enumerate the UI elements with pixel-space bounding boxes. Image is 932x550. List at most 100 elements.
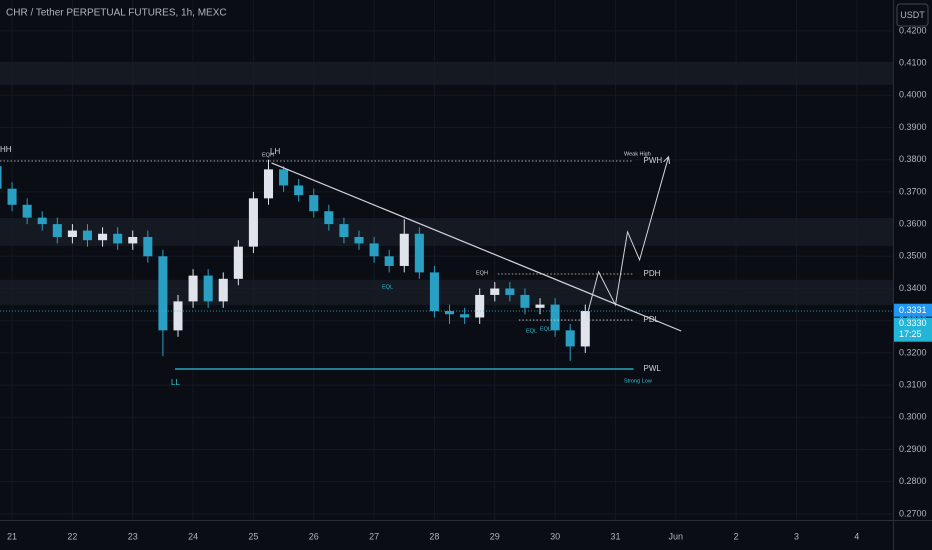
zone: [0, 61, 893, 86]
axes: 0.4200 0.4100 0.4000 0.3900 0.3800 0.3700 0.36…: [7, 25, 932, 541]
candle-body: [113, 233, 123, 244]
candle-body: [414, 233, 424, 273]
annotation: Strong Low: [624, 378, 652, 384]
candle-body: [0, 166, 2, 189]
y-tick-label: 0.3200: [899, 347, 927, 357]
zone: [0, 279, 893, 305]
y-tick-label: 0.3800: [899, 154, 927, 164]
candle-body: [248, 198, 258, 247]
level-label: PDL: [644, 315, 660, 324]
candle-body: [263, 169, 274, 199]
x-tick-label: 25: [248, 531, 258, 541]
x-tick-label: Jun: [669, 531, 684, 541]
last-price-tag: [894, 303, 932, 317]
candle-body: [460, 314, 470, 318]
x-tick-label: 4: [854, 531, 859, 541]
x-tick-label: 3: [794, 531, 799, 541]
candle-body: [580, 311, 590, 347]
candle-body: [294, 185, 304, 196]
x-tick-label: 2: [734, 531, 739, 541]
x-tick-label: 30: [550, 531, 560, 541]
candle-body: [128, 236, 138, 244]
candle-body: [444, 311, 455, 315]
marks: [0, 159, 590, 361]
level-label: PWH: [644, 156, 663, 165]
candle-body: [7, 188, 17, 205]
x-tick-label: 26: [309, 531, 319, 541]
mark-price-tag: [894, 317, 932, 342]
candle-body: [475, 294, 485, 318]
annotation: LL: [171, 378, 180, 387]
x-tick-label: 21: [7, 531, 17, 541]
x-tick-label: 23: [128, 531, 138, 541]
annotation: LH: [270, 147, 280, 156]
candle-body: [324, 211, 334, 225]
projection-arrowhead: [663, 155, 671, 164]
y-tick-label: 0.3400: [899, 283, 927, 293]
candle-body: [399, 233, 409, 266]
candle-body: [203, 275, 213, 302]
candle-body: [143, 236, 153, 257]
candle-body: [158, 256, 168, 331]
candle-body: [218, 278, 228, 302]
chart-title: CHR / Tether PERPETUAL FUTURES, 1h, MEXC: [6, 8, 227, 19]
x-tick-label: 27: [369, 531, 379, 541]
candle-body: [384, 256, 394, 266]
x-tick-label: 22: [67, 531, 77, 541]
candle-body: [233, 246, 243, 279]
candle-body: [279, 169, 289, 186]
candle-body: [520, 294, 530, 308]
candle-body: [67, 230, 77, 237]
candle-body: [490, 288, 500, 295]
mark-price-label: 0.3330: [899, 318, 927, 328]
y-tick-label: 0.3500: [899, 251, 927, 261]
candle-body: [535, 304, 545, 308]
y-tick-label: 0.3000: [899, 412, 927, 422]
y-tick-label: 0.4200: [899, 25, 927, 35]
countdown-label: 17:25: [899, 329, 922, 339]
candle-body: [188, 275, 198, 302]
trendline: [271, 162, 682, 332]
candle-body: [550, 304, 560, 331]
y-tick-label: 0.2800: [899, 476, 927, 486]
candle-body: [369, 243, 379, 257]
candle-body: [309, 195, 319, 212]
x-tick-label: 29: [490, 531, 500, 541]
candle-body: [505, 288, 515, 295]
annotation: EQL: [382, 284, 393, 290]
candle-body: [52, 224, 62, 237]
currency-button-label[interactable]: USDT: [900, 10, 925, 20]
candle-body: [173, 301, 183, 331]
candle-body: [37, 217, 47, 225]
annotation: HH: [0, 145, 12, 154]
y-tick-label: 0.3600: [899, 218, 927, 228]
level-label: PDH: [644, 269, 661, 278]
y-tick-label: 0.2700: [899, 508, 927, 518]
level-label: PWL: [644, 364, 662, 373]
candle-body: [22, 204, 32, 218]
x-tick-label: 28: [429, 531, 439, 541]
y-tick-label: 0.2900: [899, 444, 927, 454]
annotation: EQH: [476, 270, 488, 276]
x-tick-label: 31: [610, 531, 620, 541]
candle-body: [339, 224, 349, 237]
annotation: EQL: [540, 326, 551, 332]
currency-button[interactable]: [896, 3, 929, 27]
y-tick-label: 0.3100: [899, 379, 927, 389]
candle-body: [82, 230, 93, 241]
last-price-label: 0.3331: [899, 305, 927, 315]
annotation: EQL: [526, 328, 537, 334]
y-tick-label: 0.4100: [899, 57, 927, 67]
candle-body: [565, 330, 575, 347]
y-tick-label: 0.4000: [899, 90, 927, 100]
y-tick-label: 0.3700: [899, 186, 927, 196]
y-tick-label: 0.3900: [899, 122, 927, 132]
annotation: EQH: [262, 152, 274, 158]
candle-body: [354, 236, 364, 244]
x-tick-label: 24: [188, 531, 198, 541]
